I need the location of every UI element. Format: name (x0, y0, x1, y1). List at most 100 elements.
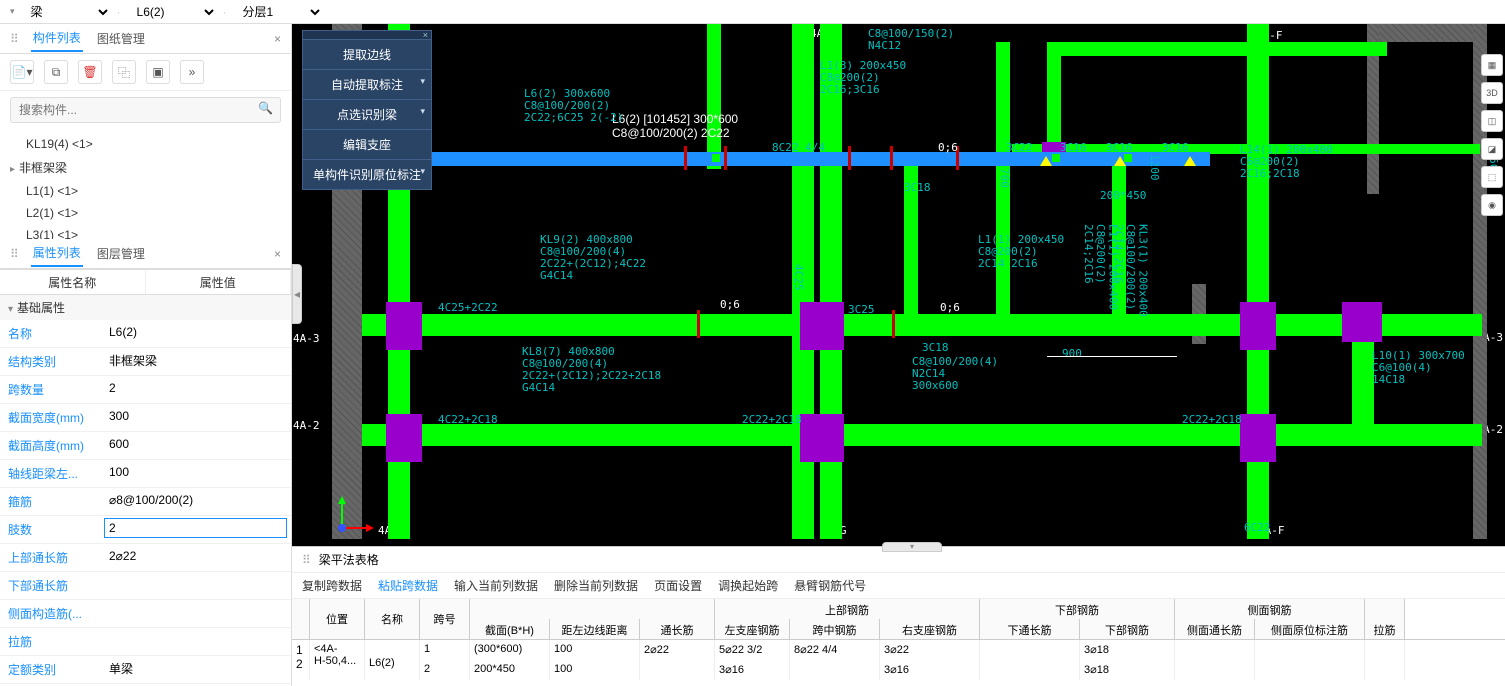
bottom-tool[interactable]: 页面设置 (654, 577, 702, 594)
bottom-tool[interactable]: 调换起始跨 (718, 577, 778, 594)
prop-value-input[interactable] (104, 462, 287, 482)
column (800, 414, 844, 462)
rebar-label: 3C16 (1060, 142, 1087, 154)
dim-label: 200*450 (1100, 190, 1146, 202)
palette-titlebar[interactable]: × (303, 31, 431, 39)
property-row: 定额类别 (0, 656, 291, 684)
prop-value-input[interactable] (104, 322, 287, 342)
component-toolbar: 📄▾ ⧉ 🗑 ⿻ ▣ » (0, 54, 291, 91)
canvas-area: × 提取边线 自动提取标注 点选识别梁 编辑支座 单构件识别原位标注 ◂ 4A-… (292, 24, 1505, 686)
grip-icon[interactable]: ⠿ (10, 32, 19, 46)
layer-dropdown[interactable]: 分层1 (233, 2, 323, 22)
property-panel-tabs: ⠿ 属性列表 图层管理 × (0, 239, 291, 269)
view-btn-top[interactable]: ◫ (1481, 110, 1503, 132)
rebar-label: 0;6 (940, 302, 960, 314)
bottom-tool[interactable]: 复制跨数据 (302, 577, 362, 594)
palette-btn-single-identify[interactable]: 单构件识别原位标注 (303, 159, 431, 189)
beam-label: C8@100/200(4) N2C14 300x600 (912, 356, 998, 392)
search-input[interactable] (10, 97, 281, 123)
copy-icon[interactable]: ⧉ (44, 60, 68, 84)
view-btn-grid[interactable]: ▦ (1481, 54, 1503, 76)
tab-drawing-mgmt[interactable]: 图纸管理 (95, 26, 147, 51)
member-dropdown[interactable]: L6(2) (127, 2, 217, 22)
bottom-tool[interactable]: 粘贴跨数据 (378, 577, 438, 594)
close-icon[interactable]: × (274, 247, 281, 261)
beam-label: L10(1) 300x700 C6@100(4) 14C18 (1372, 350, 1465, 386)
beam-label: L6(2) 300x600 C8@100/200(2) 2C22;6C25 2(… (524, 88, 623, 124)
close-icon[interactable]: × (274, 32, 281, 46)
rebar-label: 6C22 (1244, 522, 1271, 534)
prop-value-input[interactable] (104, 546, 287, 566)
view-btn-3d[interactable]: 3D (1481, 82, 1503, 104)
beam-label: L1(1) 200x400 C8@200(2) 2C14;2C16 (1082, 224, 1118, 310)
property-row: 箍筋 (0, 488, 291, 516)
prop-value-input[interactable] (104, 602, 287, 622)
support-marker (1040, 156, 1052, 166)
collapse-handle-left[interactable]: ◂ (292, 264, 302, 324)
rebar-label: 3C25 (848, 304, 875, 316)
prop-value-input[interactable] (104, 434, 287, 454)
tab-layer-mgmt[interactable]: 图层管理 (95, 241, 147, 266)
column (1240, 302, 1276, 350)
grip-icon[interactable]: ⠿ (302, 553, 311, 567)
tree-item[interactable]: KL19(4) <1> (8, 133, 283, 155)
prop-value-input[interactable] (104, 630, 287, 650)
selected-beam[interactable] (410, 152, 1210, 166)
axis-label: 4A-3 (293, 333, 320, 345)
prop-value-input[interactable] (104, 350, 287, 370)
prop-key: 侧面构造筋(... (0, 600, 100, 627)
dim-label: 700 (998, 168, 1010, 188)
cad-viewport[interactable]: × 提取边线 自动提取标注 点选识别梁 编辑支座 单构件识别原位标注 ◂ 4A-… (292, 24, 1505, 546)
prop-value-input[interactable] (104, 378, 287, 398)
search-icon[interactable]: 🔍 (258, 101, 273, 115)
prop-value-input[interactable] (104, 406, 287, 426)
tree-item[interactable]: L3(1) <1> (8, 224, 283, 239)
floating-palette: × 提取边线 自动提取标注 点选识别梁 编辑支座 单构件识别原位标注 (302, 30, 432, 190)
palette-btn-extract-edge[interactable]: 提取边线 (303, 39, 431, 69)
layer-icon[interactable]: ▣ (146, 60, 170, 84)
rebar-label: 3C16 (1162, 142, 1189, 154)
tab-properties[interactable]: 属性列表 (31, 240, 83, 267)
grip-icon[interactable]: ⠿ (10, 247, 19, 261)
prop-key: 肢数 (0, 516, 100, 543)
property-header: 属性名称 属性值 (0, 269, 291, 295)
prop-key: 截面高度(mm) (0, 432, 100, 459)
category-dropdown[interactable]: 梁 (21, 2, 111, 22)
tree-item[interactable]: L1(1) <1> (8, 180, 283, 202)
search-row: 🔍 (0, 91, 291, 129)
paste-icon[interactable]: ⿻ (112, 60, 136, 84)
prop-value-input[interactable] (104, 658, 287, 678)
column (1240, 414, 1276, 462)
tree-item[interactable]: L2(1) <1> (8, 202, 283, 224)
palette-btn-point-identify[interactable]: 点选识别梁 (303, 99, 431, 129)
prop-key: 定额类别 (0, 656, 100, 683)
beam (1047, 42, 1061, 154)
view-btn-rot[interactable]: ◉ (1481, 194, 1503, 216)
property-row: 截面高度(mm) (0, 432, 291, 460)
view-btn-iso[interactable]: ◪ (1481, 138, 1503, 160)
collapse-handle-bottom[interactable]: ▾ (882, 542, 942, 552)
tab-component-list[interactable]: 构件列表 (31, 25, 83, 52)
prop-value-input[interactable] (104, 574, 287, 594)
more-icon[interactable]: » (180, 60, 204, 84)
bottom-tool[interactable]: 悬臂钢筋代号 (794, 577, 866, 594)
property-row: 轴线距梁左... (0, 460, 291, 488)
column (1342, 302, 1382, 342)
dropdown-caret-icon: ▾ (10, 6, 15, 17)
axis-widget[interactable] (334, 494, 376, 536)
delete-icon[interactable]: 🗑 (78, 60, 102, 84)
new-icon[interactable]: 📄▾ (10, 60, 34, 84)
bottom-tool[interactable]: 输入当前列数据 (454, 577, 538, 594)
separator: · (117, 5, 121, 19)
bottom-tool[interactable]: 删除当前列数据 (554, 577, 638, 594)
beam-label: L1(3) 200x450 C8@200(2) 2C16;3C16 (820, 60, 906, 96)
tree-group[interactable]: 非框架梁 (8, 155, 283, 180)
property-row: 侧面构造筋(... (0, 600, 291, 628)
property-group[interactable]: 基础属性 (0, 295, 291, 320)
palette-btn-auto-annot[interactable]: 自动提取标注 (303, 69, 431, 99)
view-btn-box[interactable]: ⬚ (1481, 166, 1503, 188)
bottom-title: 梁平法表格 (319, 551, 379, 568)
prop-value-input[interactable] (104, 490, 287, 510)
prop-value-input[interactable] (104, 518, 287, 538)
palette-btn-edit-support[interactable]: 编辑支座 (303, 129, 431, 159)
